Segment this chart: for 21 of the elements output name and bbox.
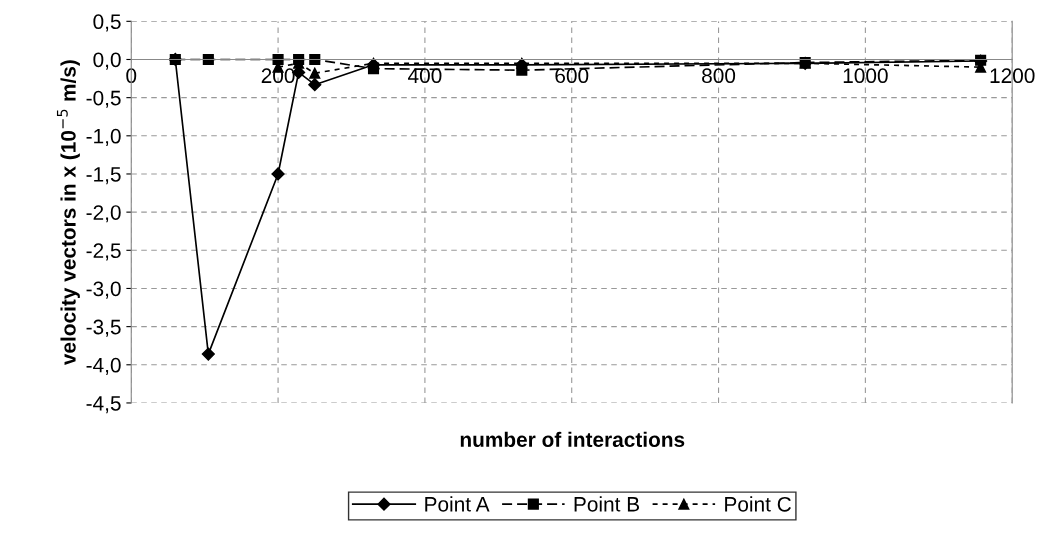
y-tick-label: -4,5 [86,396,121,414]
y-tick-label: -3,5 [86,319,121,337]
y-tick-label: -1,0 [86,128,121,147]
x-axis-title: number of interactions [460,431,685,448]
y-tick-label: -2,5 [86,243,121,261]
x-tick-label: 800 [702,68,736,84]
x-tick-label: 1000 [843,68,888,84]
legend-label: Point A [425,496,490,512]
x-tick-label: 0 [126,68,137,84]
y-tick-label: -4,0 [86,357,121,375]
y-tick-label: -1,5 [86,167,121,185]
x-tick-label: 1200 [990,68,1035,84]
y-axis-title: velocity vectors in x (10$^{−5}$ m/s) [56,60,80,366]
legend-label: Point C [725,496,791,512]
y-tick-label: 0,0 [93,52,121,70]
x-tick-label: 600 [555,68,589,84]
legend-label: Point B [574,496,640,512]
y-tick-label: -0,5 [86,90,121,108]
y-tick-label: -3,0 [86,281,121,299]
y-tick-label: 0,5 [93,14,121,32]
y-tick-label: -2,0 [86,205,121,223]
